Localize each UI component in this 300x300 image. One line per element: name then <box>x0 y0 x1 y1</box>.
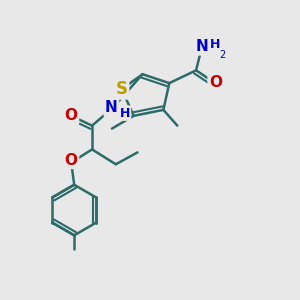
Text: H: H <box>210 38 220 51</box>
Text: O: O <box>209 75 222 90</box>
Text: N: N <box>105 100 118 115</box>
Text: 2: 2 <box>219 50 226 59</box>
Text: O: O <box>65 108 78 123</box>
Text: N: N <box>196 39 208 54</box>
Text: S: S <box>116 80 128 98</box>
Text: H: H <box>119 106 130 120</box>
Text: O: O <box>65 153 78 168</box>
